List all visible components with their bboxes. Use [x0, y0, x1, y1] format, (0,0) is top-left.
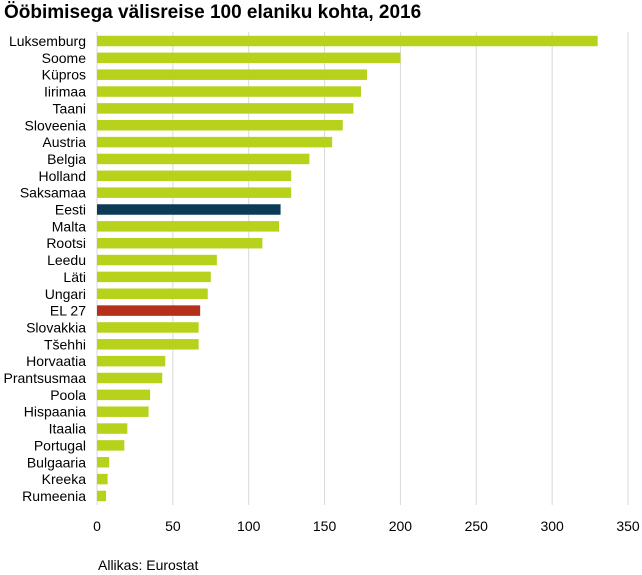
bar-tšehhi	[97, 339, 199, 350]
bar-leedu	[97, 254, 217, 266]
category-labels: LuksemburgSoomeKüprosIirimaaTaaniSloveen…	[4, 33, 87, 504]
category-label: Slovakkia	[26, 319, 86, 335]
bar-itaalia	[97, 423, 128, 434]
gridlines	[96, 32, 629, 505]
category-label: Iirimaa	[44, 84, 86, 100]
x-tick-label: 0	[93, 518, 101, 534]
category-label: Austria	[42, 134, 86, 150]
bar-soome	[97, 52, 401, 64]
category-label: Prantsusmaa	[4, 370, 87, 386]
category-label: Bulgaaria	[27, 454, 86, 470]
bars	[97, 35, 598, 502]
bar-sloveenia	[97, 120, 343, 131]
category-label: Portugal	[34, 437, 86, 453]
category-label: EL 27	[50, 303, 86, 319]
x-tick-label: 200	[389, 518, 413, 534]
bar-iirimaa	[97, 86, 361, 97]
category-label: Tšehhi	[44, 336, 86, 352]
bar-rootsi	[97, 237, 263, 249]
category-label: Läti	[63, 269, 86, 285]
source-note: Allikas: Eurostat	[98, 557, 199, 573]
category-label: Eesti	[55, 202, 86, 218]
bar-austria	[97, 136, 333, 148]
bar-malta	[97, 221, 280, 232]
bar-kreeka	[97, 473, 108, 485]
category-label: Saksamaa	[20, 185, 86, 201]
bar-slovakkia	[97, 322, 199, 333]
category-label: Luksemburg	[9, 33, 86, 49]
bar-ungari	[97, 288, 208, 299]
category-label: Kreeka	[42, 471, 87, 487]
category-label: Rumeenia	[22, 488, 86, 504]
x-tick-label: 350	[616, 518, 640, 534]
x-tick-label: 250	[465, 518, 489, 534]
category-label: Küpros	[42, 67, 86, 83]
category-label: Taani	[53, 100, 86, 116]
bar-horvaatia	[97, 355, 166, 367]
category-label: Malta	[52, 218, 86, 234]
category-label: Sloveenia	[25, 117, 87, 133]
bar-holland	[97, 170, 292, 182]
bar-belgia	[97, 153, 310, 165]
bar-prantsusmaa	[97, 372, 163, 384]
bar-poola	[97, 389, 151, 401]
bar-saksamaa	[97, 187, 292, 198]
bar-portugal	[97, 440, 125, 451]
bar-el-27	[97, 305, 201, 316]
chart-title: Ööbimisega välisreise 100 elaniku kohta,…	[4, 2, 422, 23]
x-tick-label: 300	[540, 518, 564, 534]
bar-eesti	[97, 204, 281, 215]
bar-rumeenia	[97, 490, 107, 502]
x-tick-labels: 0 50 100 150 200 250 300 350	[93, 518, 640, 534]
category-label: Leedu	[47, 252, 86, 268]
category-label: Poola	[50, 387, 86, 403]
category-label: Ungari	[45, 286, 86, 302]
category-label: Rootsi	[46, 235, 86, 251]
bar-küpros	[97, 69, 368, 80]
category-label: Holland	[39, 168, 86, 184]
bar-luksemburg	[97, 35, 598, 47]
category-label: Itaalia	[49, 421, 87, 437]
bar-taani	[97, 103, 354, 114]
category-label: Horvaatia	[26, 353, 86, 369]
category-label: Soome	[42, 50, 87, 66]
x-tick-label: 150	[313, 518, 337, 534]
x-tick-label: 100	[237, 518, 261, 534]
x-tick-label: 50	[165, 518, 181, 534]
bar-bulgaaria	[97, 457, 110, 468]
category-label: Belgia	[47, 151, 86, 167]
category-label: Hispaania	[24, 404, 86, 420]
bar-hispaania	[97, 406, 149, 417]
bar-läti	[97, 271, 211, 283]
